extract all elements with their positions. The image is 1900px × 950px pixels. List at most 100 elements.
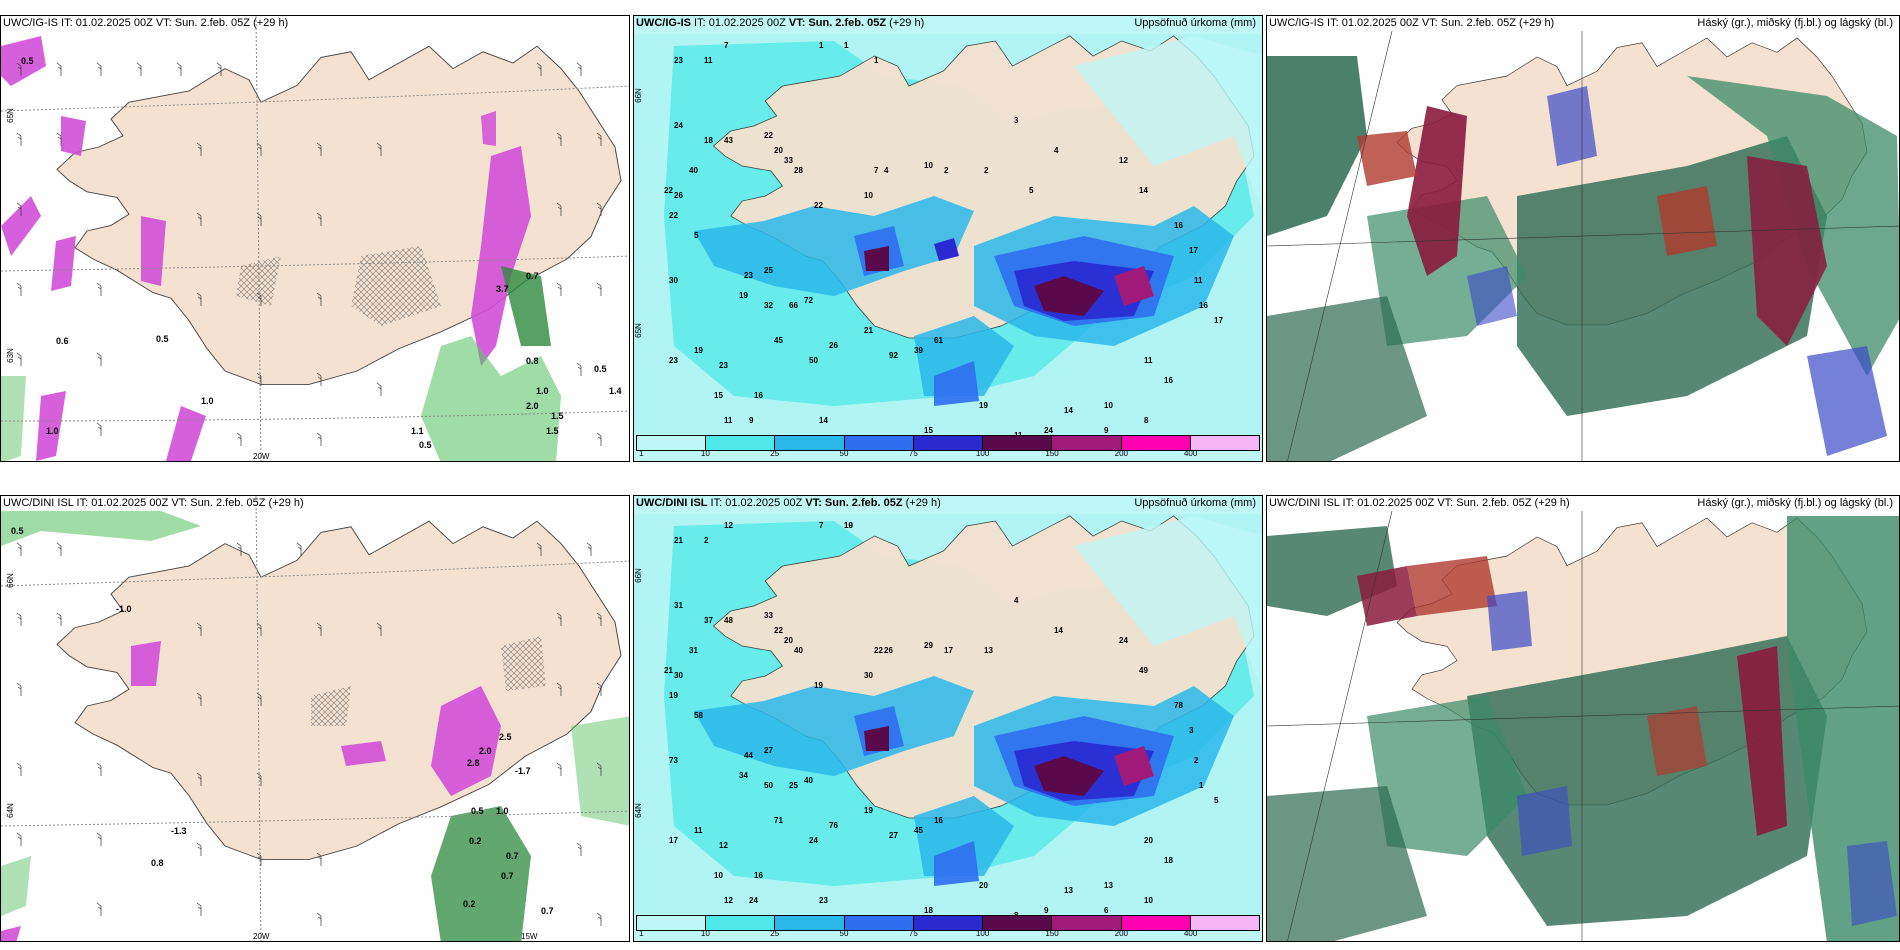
precip-value: 31 (674, 601, 683, 610)
precip-value: 22 (814, 201, 823, 210)
precip-value: 49 (1139, 666, 1148, 675)
colorbar-swatch (1190, 436, 1259, 450)
precip-value: 2 (944, 166, 949, 175)
precip-value: 29 (924, 641, 933, 650)
precip-value: 33 (764, 611, 773, 620)
colorbar-label: 400 (1183, 449, 1198, 458)
value-label: 0.2 (463, 899, 476, 909)
lon-label: 15W (521, 932, 538, 941)
colorbar-label: 50 (839, 449, 849, 458)
colorbar-swatch (1121, 916, 1191, 930)
precip-value: 19 (694, 346, 703, 355)
precip-value: 30 (669, 276, 678, 285)
precip-value: 18 (704, 136, 713, 145)
colorbar-swatches (636, 915, 1260, 931)
colorbar-swatch (844, 916, 914, 930)
panel-title: Háský (gr.), miðský (fj.bl.) og lágský (… (1697, 497, 1893, 509)
precip-value: 17 (669, 836, 678, 845)
precip-value: 28 (794, 166, 803, 175)
precip-value: 17 (944, 646, 953, 655)
precip-value: 26 (674, 191, 683, 200)
value-label: 1.0 (201, 396, 214, 406)
panel-header: UWC/IG-IS IT: 01.02.2025 00Z VT: Sun. 2.… (3, 17, 289, 29)
value-label: 0.7 (526, 271, 539, 281)
precip-value: 23 (674, 56, 683, 65)
precip-value: 12 (724, 521, 733, 530)
precip-value: 4 (884, 166, 889, 175)
panel-top-cloud: UWC/IG-IS IT: 01.02.2025 00Z VT: Sun. 2.… (1266, 15, 1900, 462)
value-label: 1.1 (411, 426, 424, 436)
precip-value: 16 (754, 391, 763, 400)
precip-value: 71 (774, 816, 783, 825)
value-label: -1.3 (171, 826, 187, 836)
precip-value: 15 (714, 391, 723, 400)
cloud-map (1267, 510, 1899, 941)
value-label: 1.4 (609, 386, 622, 396)
precip-value: 10 (1144, 896, 1153, 905)
colorbar-label: 25 (770, 449, 780, 458)
colorbar-swatch (706, 436, 776, 450)
precip-value: 37 (704, 616, 713, 625)
precip-value: 14 (819, 416, 828, 425)
precip-value: 27 (889, 831, 898, 840)
precip-value: 16 (1164, 376, 1173, 385)
colorbar-label: 100 (975, 929, 990, 938)
panel-header: UWC/DINI ISL IT: 01.02.2025 00Z VT: Sun.… (1269, 497, 1895, 513)
value-label: -1.0 (116, 604, 132, 614)
precip-value: 40 (804, 776, 813, 785)
colorbar-label: 100 (975, 449, 990, 458)
precip-value: 14 (1139, 186, 1148, 195)
precip-value: 17 (1189, 246, 1198, 255)
panel-top-precip: UWC/IG-IS IT: 01.02.2025 00Z VT: Sun. 2.… (633, 15, 1263, 462)
precip-value: 25 (789, 781, 798, 790)
precip-value: 73 (669, 756, 678, 765)
precip-value: 4 (1014, 596, 1019, 605)
precip-value: 4 (1054, 146, 1059, 155)
value-label: 0.5 (471, 806, 484, 816)
precip-value: 19 (844, 521, 853, 530)
value-label: 0.7 (501, 871, 514, 881)
colorbar-label: 200 (1114, 449, 1129, 458)
precip-value: 50 (764, 781, 773, 790)
value-label: 2.0 (479, 746, 492, 756)
precip-value: 1 (874, 56, 879, 65)
precip-value: 23 (819, 896, 828, 905)
colorbar: 1 10 25 50 75 100 150 200 400 (636, 915, 1260, 939)
panel-bottom-wind: UWC/DINI ISL IT: 01.02.2025 00Z VT: Sun.… (0, 495, 630, 942)
wind-map (1, 16, 629, 461)
precip-map (634, 514, 1262, 914)
precip-value: 30 (864, 671, 873, 680)
precip-value: 26 (884, 646, 893, 655)
precip-value: 39 (914, 346, 923, 355)
value-label: 1.0 (536, 386, 549, 396)
precip-value: 9 (1044, 906, 1049, 915)
colorbar-label: 1 (639, 449, 644, 458)
precip-value: 48 (724, 616, 733, 625)
precip-value: 21 (864, 326, 873, 335)
value-label: 0.6 (56, 336, 69, 346)
precip-value: 6 (1104, 906, 1109, 915)
precip-value: 78 (1174, 701, 1183, 710)
precip-value: 27 (764, 746, 773, 755)
value-label: 1.5 (551, 411, 564, 421)
colorbar-swatch (775, 916, 845, 930)
panel-header: UWC/IG-IS IT: 01.02.2025 00Z VT: Sun. 2.… (636, 17, 1256, 29)
colorbar-swatch (913, 916, 984, 930)
precip-value: 44 (744, 751, 753, 760)
value-label: 2.0 (526, 401, 539, 411)
precip-value: 40 (794, 646, 803, 655)
precip-value: 45 (914, 826, 923, 835)
precip-value: 5 (1029, 186, 1034, 195)
precip-value: 20 (774, 146, 783, 155)
precip-value: 16 (1199, 301, 1208, 310)
precip-value: 20 (979, 881, 988, 890)
precip-value: 32 (764, 301, 773, 310)
colorbar-label: 10 (700, 929, 710, 938)
precip-value: 24 (674, 121, 683, 130)
colorbar-swatch (775, 436, 845, 450)
precip-value: 19 (739, 291, 748, 300)
precip-value: 17 (1214, 316, 1223, 325)
precip-value: 45 (774, 336, 783, 345)
precip-value: 14 (1064, 406, 1073, 415)
precip-value: 50 (809, 356, 818, 365)
